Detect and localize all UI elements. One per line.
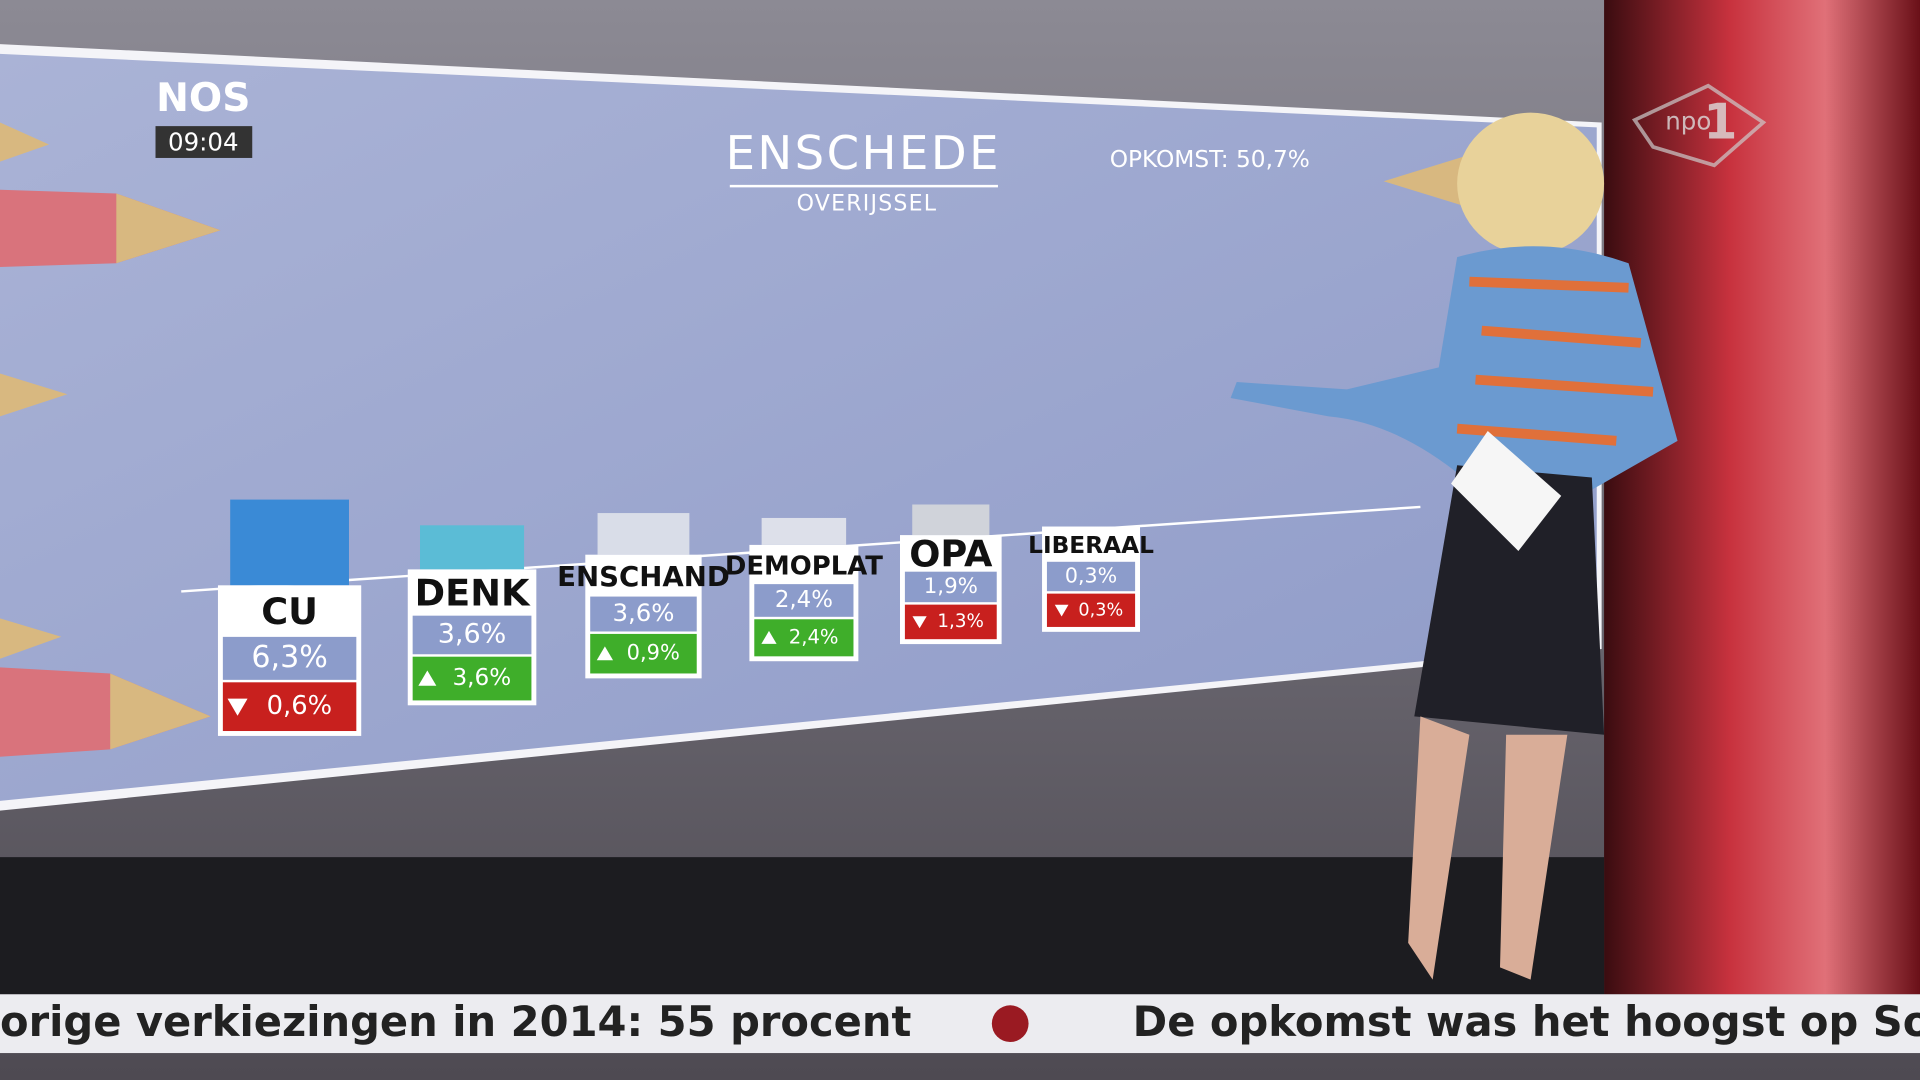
party-name: DENK — [415, 571, 531, 614]
share-box — [1046, 561, 1136, 592]
party-share: 2,4% — [775, 587, 833, 613]
channel-number: 1 — [1703, 93, 1737, 150]
party-name: OPA — [909, 532, 993, 575]
party-block — [597, 513, 690, 555]
red-wall — [1604, 0, 1920, 995]
party-share: 3,6% — [612, 598, 674, 627]
ticker-text: De opkomst was het hoogst op So — [1133, 997, 1920, 1046]
change-box — [222, 682, 357, 732]
ticker-icon — [991, 1005, 1029, 1043]
channel-logo-shape — [1631, 83, 1767, 168]
party-share: 0,3% — [1065, 563, 1117, 587]
party-change: 2,4% — [789, 625, 839, 648]
party-change: 0,9% — [627, 641, 680, 665]
party-name: ENSCHAND — [557, 560, 730, 593]
ticker-bar — [0, 994, 1920, 1054]
share-box — [222, 636, 357, 680]
ticker-text: orige verkiezingen in 2014: 55 procent — [0, 997, 911, 1046]
party-change: 0,6% — [267, 691, 332, 721]
arrow-down — [912, 616, 927, 629]
floor — [0, 857, 1605, 995]
party-block — [230, 499, 349, 586]
change-box — [412, 656, 532, 701]
party-block — [761, 517, 847, 545]
logo: NOS — [156, 76, 250, 121]
share-box — [904, 571, 997, 603]
share-box — [412, 615, 532, 655]
share-box — [754, 584, 854, 617]
province: OVERIJSSEL — [797, 191, 938, 216]
video-wall — [0, 53, 1597, 801]
party-name: CU — [261, 590, 318, 633]
party-change: 3,6% — [452, 665, 511, 691]
party-block — [420, 525, 525, 570]
pencils — [0, 122, 1464, 757]
arrow-down — [227, 698, 248, 716]
channel-logo: npo — [1665, 106, 1711, 135]
arrow-up — [596, 646, 614, 661]
party-share: 1,9% — [924, 574, 978, 599]
arrow-up — [418, 670, 437, 686]
party-share: 6,3% — [251, 640, 327, 675]
time-box — [155, 126, 253, 158]
party-change: 0,3% — [1078, 600, 1123, 620]
party-block — [912, 504, 990, 536]
city: ENSCHEDE — [726, 126, 1001, 180]
arrow-down — [1054, 604, 1069, 617]
share-box — [590, 596, 697, 632]
time: 09:04 — [168, 127, 239, 156]
party-name: DEMOPLAT — [725, 551, 883, 581]
party-change: 1,3% — [937, 611, 983, 632]
arrow-up — [761, 630, 777, 644]
party-name: LIBERAAL — [1028, 532, 1154, 559]
presenter — [1230, 112, 1678, 980]
turnout: OPKOMST: 50,7% — [1110, 146, 1310, 173]
party-share: 3,6% — [438, 618, 507, 649]
